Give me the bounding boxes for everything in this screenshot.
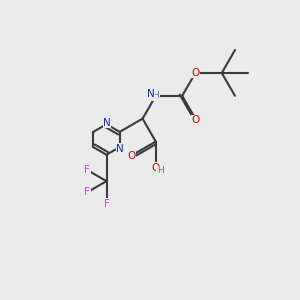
Text: N: N (116, 144, 124, 154)
Text: F: F (84, 165, 90, 175)
Text: O: O (128, 151, 136, 160)
Text: H: H (157, 167, 164, 176)
Text: F: F (84, 188, 90, 197)
Text: F: F (103, 199, 109, 208)
Text: N: N (103, 118, 111, 128)
Text: O: O (191, 115, 200, 125)
Text: O: O (152, 163, 160, 173)
Text: N: N (147, 89, 155, 99)
Text: O: O (191, 68, 200, 78)
Text: H: H (152, 91, 159, 100)
